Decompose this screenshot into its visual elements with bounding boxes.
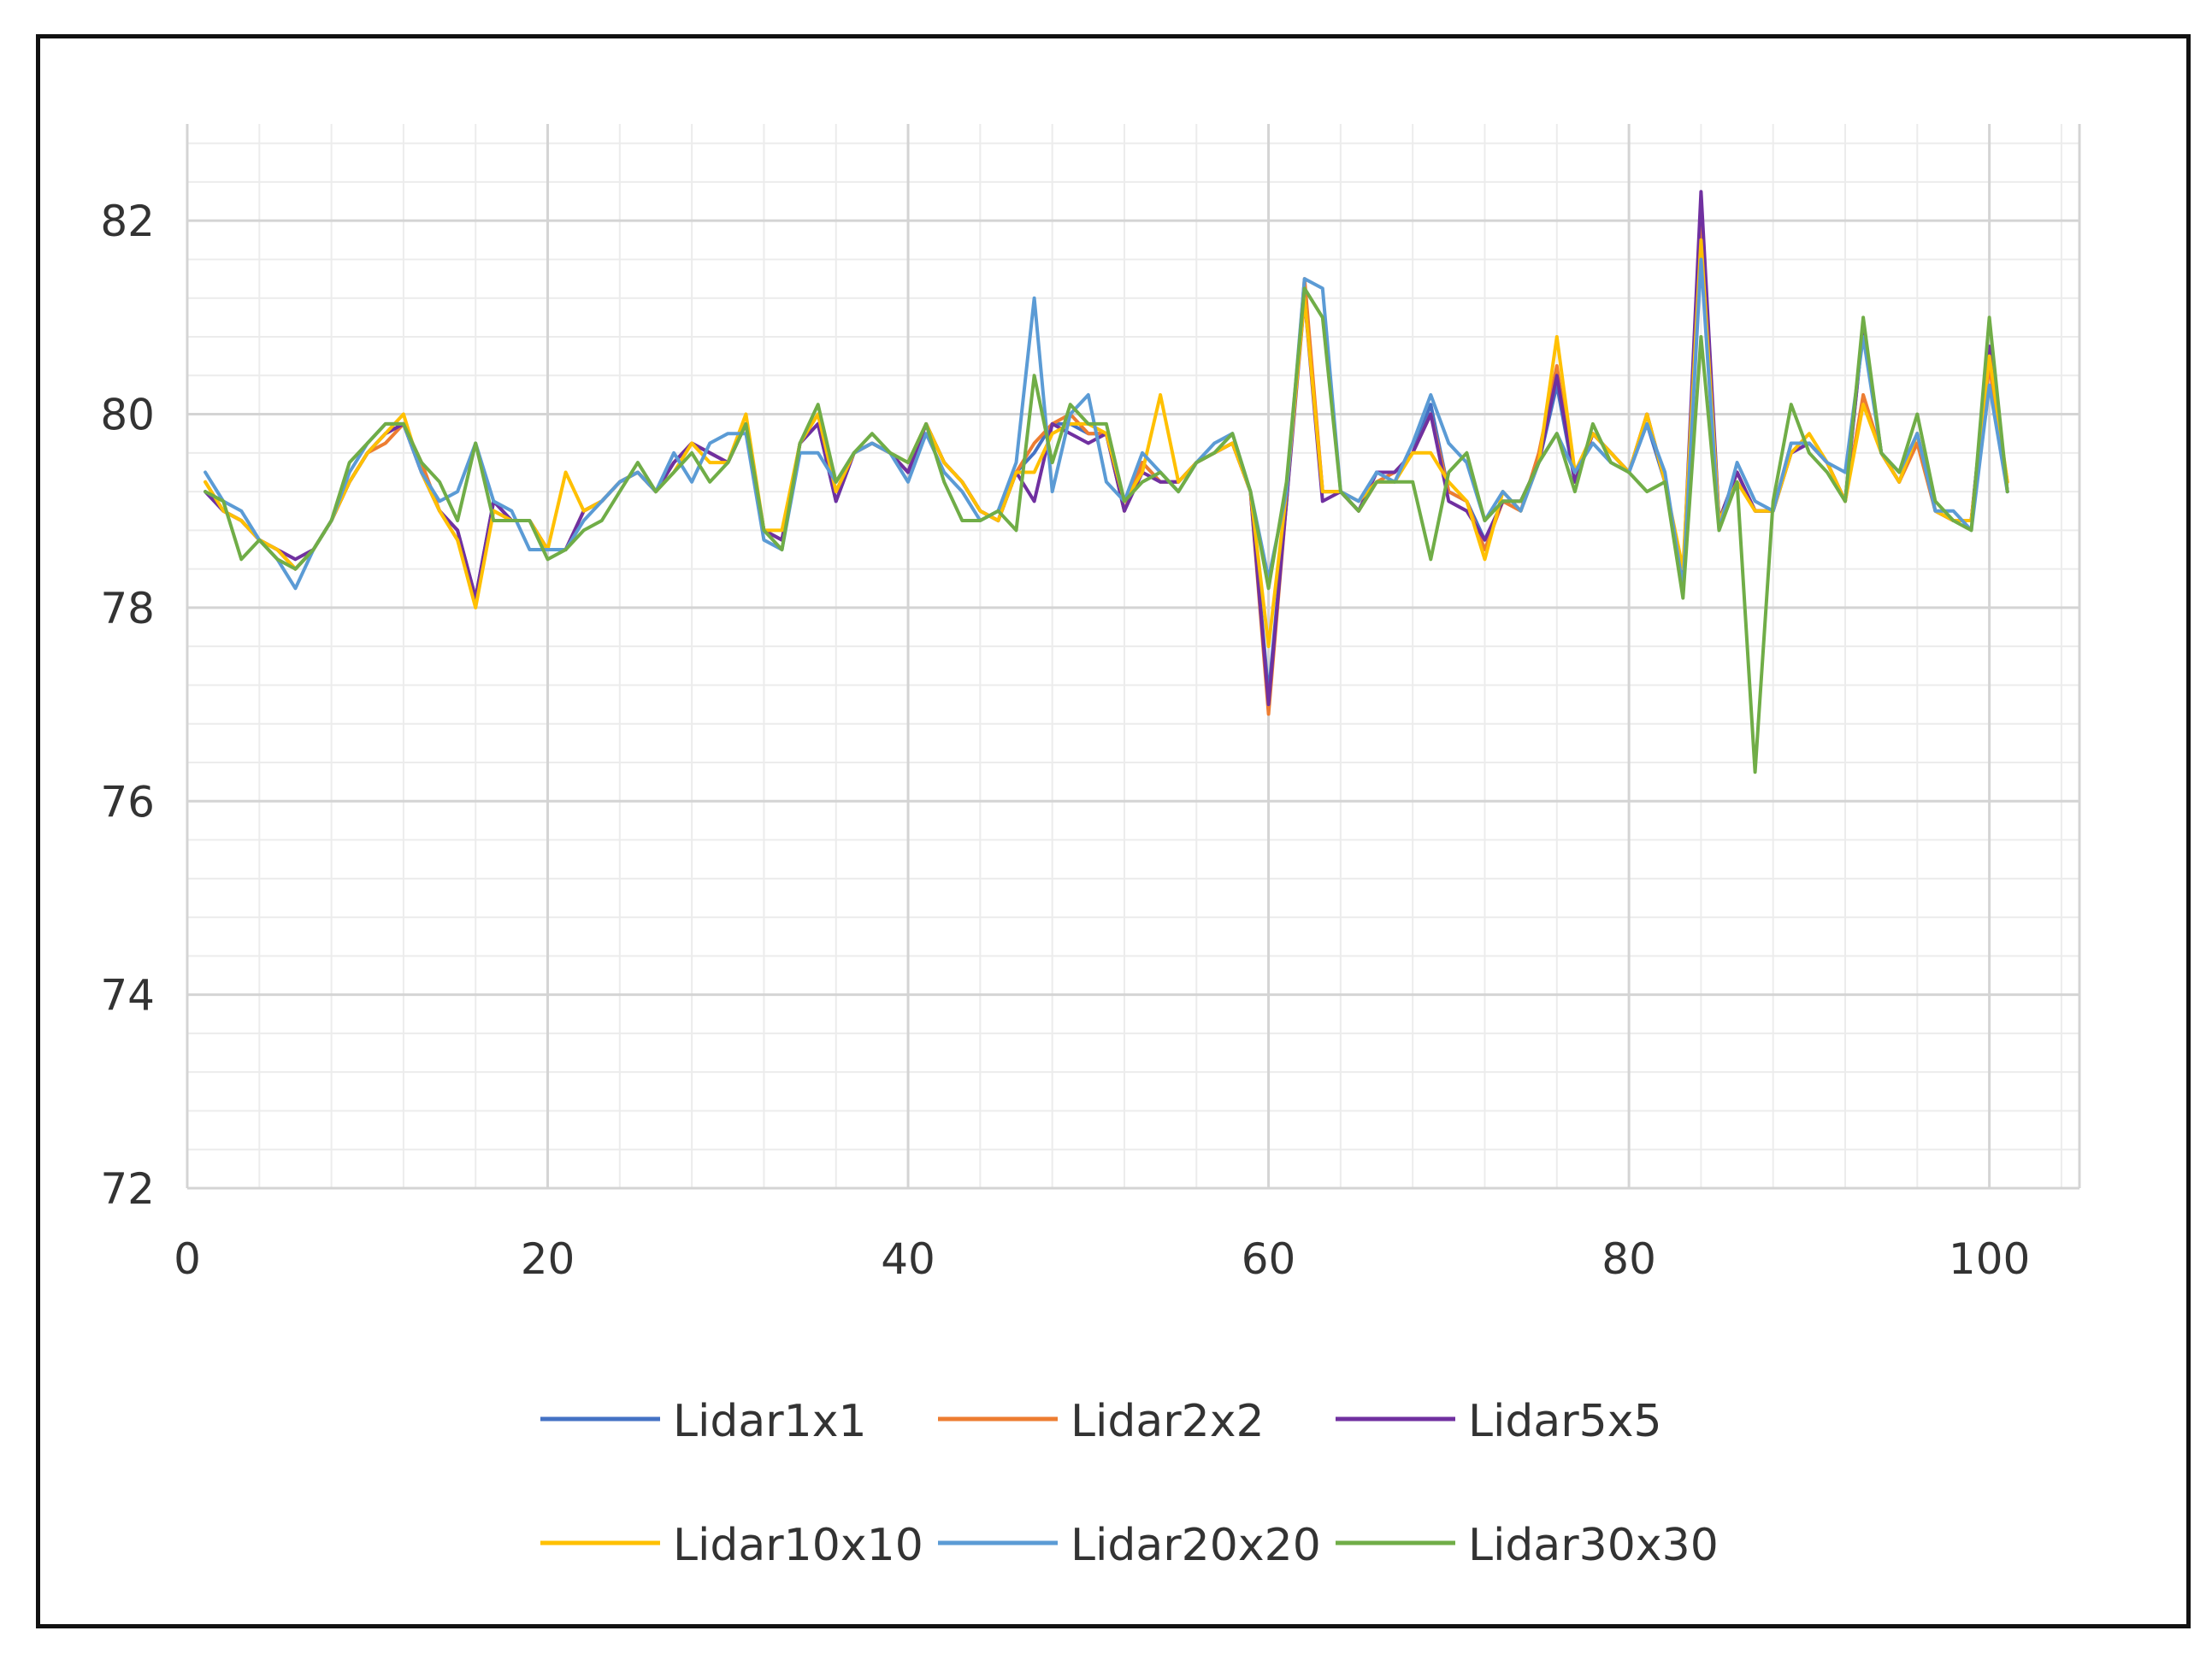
legend-label: Lidar30x30 bbox=[1468, 1520, 1719, 1571]
legend-label: Lidar20x20 bbox=[1071, 1520, 1321, 1571]
x-tick-label: 40 bbox=[881, 1234, 935, 1284]
x-tick-label: 80 bbox=[1601, 1234, 1656, 1284]
x-tick-label: 100 bbox=[1949, 1234, 2030, 1284]
gridlines bbox=[186, 124, 2081, 1190]
legend-label: Lidar1x1 bbox=[673, 1396, 867, 1447]
series-lines bbox=[204, 190, 2009, 774]
y-tick-label: 72 bbox=[100, 1164, 155, 1214]
y-tick-label: 78 bbox=[100, 584, 155, 633]
legend-label: Lidar10x10 bbox=[673, 1520, 923, 1571]
x-tick-label: 0 bbox=[174, 1234, 201, 1284]
y-tick-label: 80 bbox=[100, 391, 155, 440]
series-line-lidar20x20 bbox=[204, 257, 2009, 591]
series-line-lidar30x30 bbox=[204, 286, 2009, 774]
y-tick-label: 82 bbox=[100, 197, 155, 246]
y-tick-label: 74 bbox=[100, 971, 155, 1021]
x-tick-label: 60 bbox=[1242, 1234, 1296, 1284]
chart-frame: 0 20 40 60 80 100 72 74 76 78 80 82 Lidar1x1 Lidar2x… bbox=[36, 34, 2191, 1628]
x-tick-label: 20 bbox=[521, 1234, 575, 1284]
y-tick-label: 76 bbox=[100, 777, 155, 827]
legend: Lidar1x1 Lidar2x2 Lidar5x5 Lidar10x10 Lidar2… bbox=[540, 1396, 1719, 1571]
tick-labels: 0 20 40 60 80 100 72 74 76 78 80 82 bbox=[100, 197, 2030, 1284]
legend-label: Lidar5x5 bbox=[1468, 1396, 1662, 1447]
line-chart: 0 20 40 60 80 100 72 74 76 78 80 82 Lidar1x1 Lidar2x… bbox=[100, 124, 2081, 1571]
legend-label: Lidar2x2 bbox=[1071, 1396, 1265, 1447]
